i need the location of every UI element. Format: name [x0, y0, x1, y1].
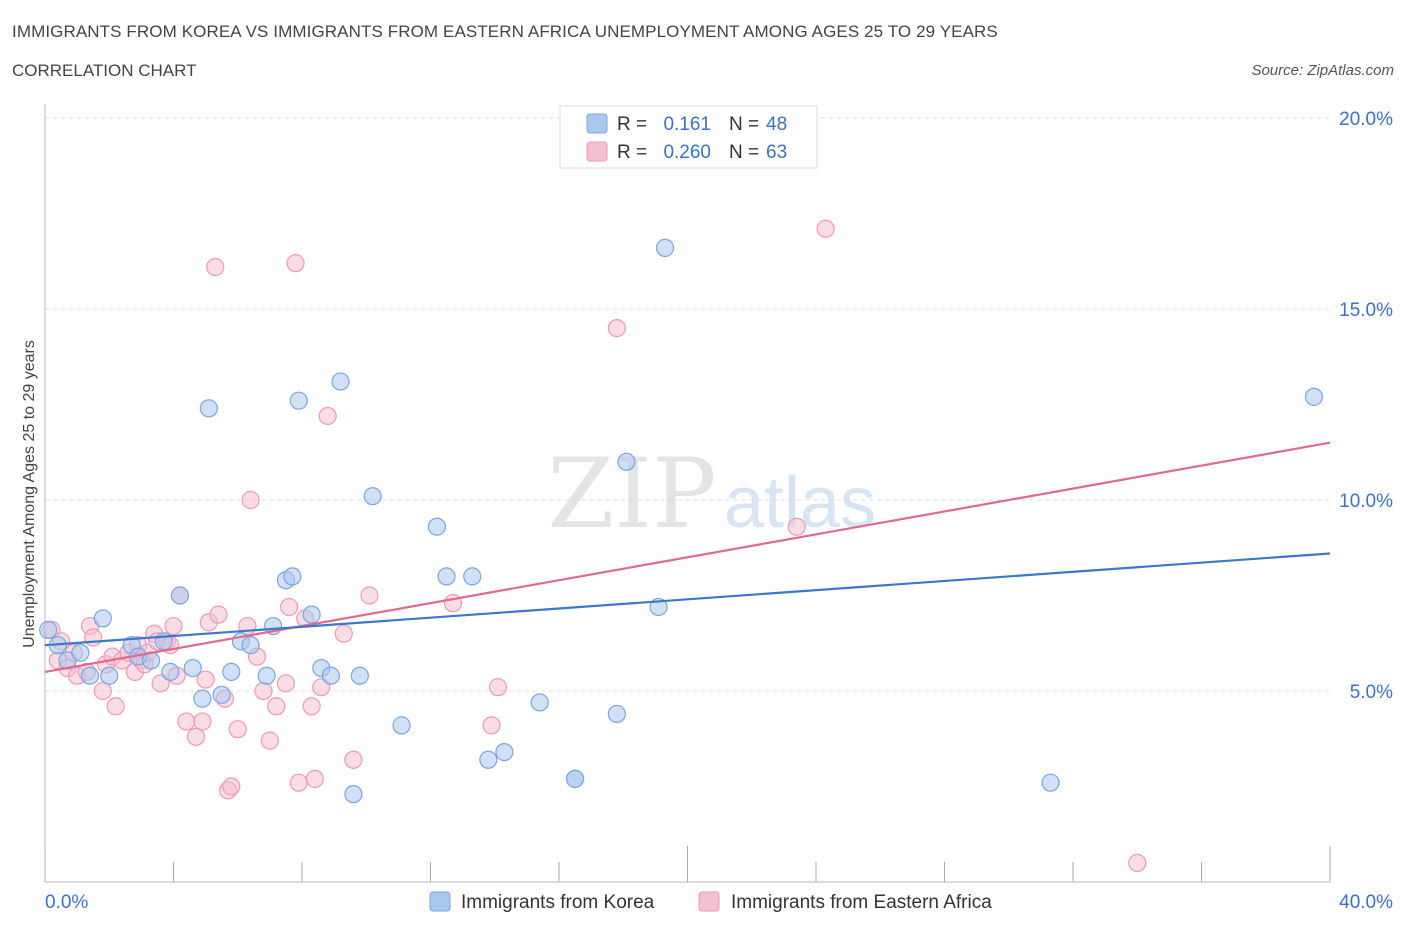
eastern-africa-point — [84, 628, 103, 647]
korea-point — [392, 716, 411, 735]
eastern-africa-point — [787, 517, 806, 536]
eastern-africa-point — [193, 712, 212, 731]
korea-point — [495, 743, 514, 762]
eastern-africa-point — [1128, 853, 1147, 873]
legend-africa-swatch — [698, 891, 720, 912]
eastern-africa-point — [260, 731, 279, 750]
y-tick-label: 10.0% — [1339, 491, 1393, 512]
korea-point — [607, 704, 626, 724]
eastern-africa-point — [164, 616, 183, 636]
korea-point — [302, 605, 321, 624]
stats-africa-swatch — [586, 141, 608, 162]
x-tick-label: 0.0% — [45, 892, 88, 913]
korea-point — [283, 567, 302, 586]
stats-korea-r-label: R = — [617, 114, 647, 135]
eastern-africa-point — [360, 586, 379, 605]
eastern-africa-point — [106, 697, 125, 716]
korea-trend-line — [44, 552, 1331, 647]
stats-africa-n-value: 63 — [766, 142, 787, 163]
axis-layer: 5.0% 10.0% 15.0% 20.0% 0.0% 40.0% — [44, 104, 1393, 913]
korea-point — [1304, 387, 1324, 406]
korea-point — [183, 658, 202, 678]
eastern-africa-point — [177, 712, 196, 731]
stats-korea-n-label: N = — [729, 114, 759, 135]
y-tick-label: 15.0% — [1339, 300, 1393, 321]
korea-point — [321, 666, 341, 685]
stats-korea-n-value: 48 — [766, 114, 787, 135]
chart-title: IMMIGRANTS FROM KOREA VS IMMIGRANTS FROM… — [12, 22, 998, 41]
eastern-africa-point — [186, 727, 206, 746]
korea-point — [655, 238, 675, 257]
y-tick-label: 20.0% — [1339, 109, 1393, 130]
eastern-africa-point — [318, 406, 337, 426]
korea-point — [212, 685, 231, 704]
eastern-africa-point — [289, 773, 308, 792]
eastern-africa-point — [286, 254, 305, 273]
korea-point — [289, 391, 308, 410]
korea-point — [161, 662, 180, 682]
korea-point — [565, 769, 585, 788]
eastern-africa-point — [206, 257, 225, 277]
stats-africa-r-value: 0.260 — [663, 142, 711, 163]
eastern-africa-point — [276, 674, 296, 693]
eastern-africa-point — [302, 697, 321, 716]
source-note: Source: ZipAtlas.com — [1251, 62, 1394, 79]
korea-point — [222, 662, 241, 682]
eastern-africa-point — [93, 681, 112, 701]
korea-point — [257, 666, 276, 685]
series-legend: Immigrants from Korea Immigrants from Ea… — [429, 891, 992, 913]
eastern-africa-point — [280, 597, 299, 617]
korea-point — [193, 689, 212, 708]
grid-layer — [45, 117, 1330, 692]
eastern-africa-trend-line — [44, 441, 1331, 673]
korea-point — [71, 643, 90, 662]
korea-point — [530, 693, 549, 712]
legend-korea-label: Immigrants from Korea — [461, 892, 655, 913]
y-tick-label: 5.0% — [1350, 682, 1393, 703]
korea-point — [39, 620, 58, 639]
chart-subtitle: CORRELATION CHART — [12, 61, 197, 80]
eastern-africa-point — [816, 219, 835, 238]
eastern-africa-point — [305, 769, 324, 788]
stats-africa-r-label: R = — [617, 142, 647, 163]
korea-point — [427, 517, 447, 536]
eastern-africa-point — [241, 490, 260, 510]
legend-africa-label: Immigrants from Eastern Africa — [731, 892, 992, 913]
eastern-africa-point — [222, 777, 241, 796]
eastern-africa-point — [254, 681, 273, 701]
eastern-africa-point — [209, 605, 228, 624]
korea-point — [350, 666, 369, 685]
korea-point — [1041, 773, 1060, 792]
korea-point — [437, 567, 456, 586]
korea-point — [80, 666, 100, 685]
legend-korea-swatch — [429, 891, 451, 912]
stats-korea-r-value: 0.161 — [663, 114, 711, 135]
korea-point — [93, 609, 112, 628]
eastern-africa-point — [196, 670, 215, 689]
stats-africa-n-label: N = — [729, 142, 759, 163]
korea-point — [170, 586, 190, 605]
korea-point — [617, 452, 636, 471]
eastern-africa-point — [334, 624, 353, 643]
eastern-africa-point — [267, 697, 286, 716]
korea-point — [331, 372, 350, 391]
korea-point — [463, 567, 482, 586]
korea-point — [479, 750, 498, 769]
korea-point — [344, 785, 363, 804]
trend-layer — [44, 441, 1331, 673]
eastern-africa-point — [344, 750, 363, 769]
stats-korea-swatch — [586, 113, 608, 134]
eastern-africa-point — [607, 319, 626, 338]
stats-legend: R = 0.161 N = 48 R = 0.260 N = 63 — [559, 105, 818, 169]
eastern-africa-point — [228, 720, 247, 739]
eastern-africa-point — [482, 716, 501, 735]
korea-point — [199, 399, 218, 418]
korea-point — [100, 666, 119, 685]
x-tick-label: 40.0% — [1339, 892, 1393, 913]
y-axis-label: Unemployment Among Ages 25 to 29 years — [21, 340, 38, 648]
korea-point — [241, 636, 260, 655]
korea-point — [363, 487, 382, 506]
eastern-africa-point — [488, 678, 508, 697]
